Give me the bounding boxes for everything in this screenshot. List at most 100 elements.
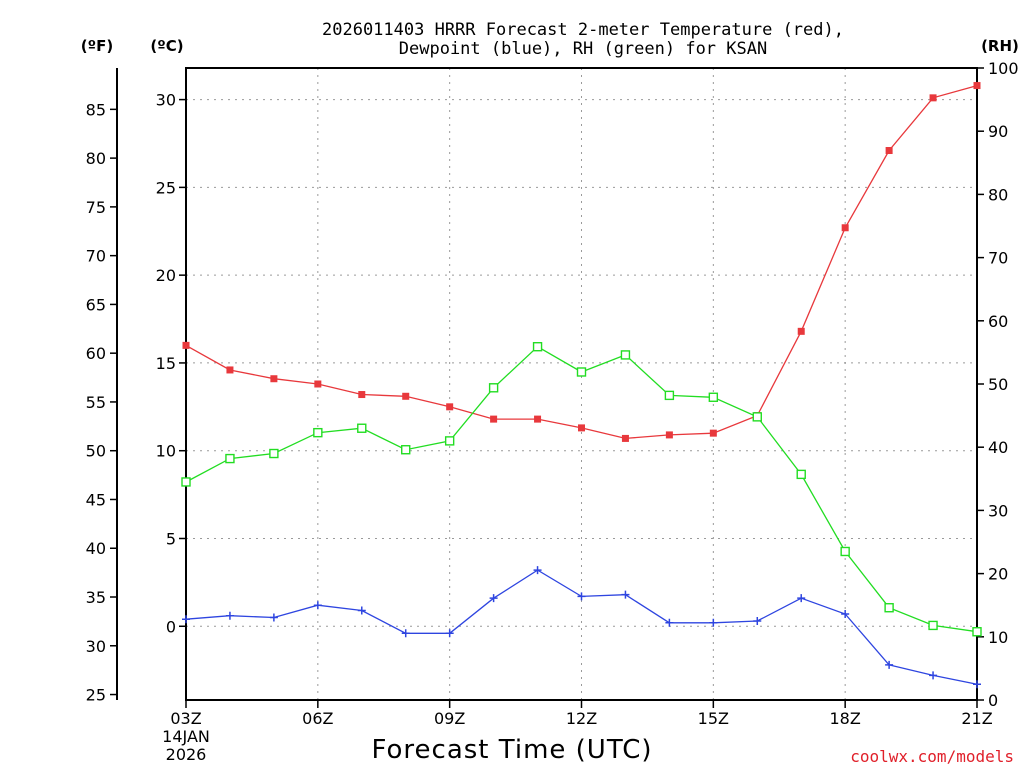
rh-point xyxy=(313,427,323,438)
dewpoint-point xyxy=(313,601,322,610)
rh-point xyxy=(444,436,455,446)
celsius-tick-label: 10 xyxy=(156,442,176,461)
celsius-tick-label: 30 xyxy=(156,91,176,110)
rh-point xyxy=(532,342,543,352)
rh-unit-label: (RH) xyxy=(981,37,1019,55)
rh-point xyxy=(752,412,762,422)
fahrenheit-tick-label: 35 xyxy=(86,588,106,607)
dewpoint-point xyxy=(533,566,542,575)
x-tick-label: 15Z xyxy=(698,709,729,728)
dewpoint-point xyxy=(929,671,938,680)
rh-point xyxy=(576,367,587,377)
watermark-text: coolwx.com/models xyxy=(850,747,1014,766)
rh-point xyxy=(488,383,499,393)
fahrenheit-tick-label: 65 xyxy=(86,295,106,314)
celsius-tick-label: 25 xyxy=(156,178,176,197)
rh-tick-label: 10 xyxy=(988,628,1008,647)
temperature-point xyxy=(534,415,542,423)
x-tick-label: 18Z xyxy=(830,709,861,728)
fahrenheit-tick-label: 85 xyxy=(86,100,106,119)
temperature-point xyxy=(841,224,849,232)
date-label-day: 14JAN xyxy=(162,727,210,746)
x-axis-title: Forecast Time (UTC) xyxy=(371,735,652,765)
rh-tick-label: 50 xyxy=(988,375,1008,394)
celsius-tick-label: 5 xyxy=(166,529,176,548)
x-tick-label: 09Z xyxy=(434,709,465,728)
celsius-unit-label: (ºC) xyxy=(150,37,183,55)
dewpoint-point xyxy=(797,594,806,603)
temperature-point xyxy=(402,392,410,400)
axes: 0 5 10 15 20 25 30 25 30 35 40 45 50 55 60 65 70 75 80 85 0 1… xyxy=(86,59,1019,728)
rh-tick-label: 90 xyxy=(988,122,1008,141)
rh-tick-label: 30 xyxy=(988,501,1008,520)
temperature-point xyxy=(929,94,937,102)
rh-tick-label: 70 xyxy=(988,249,1008,268)
temperature-point xyxy=(182,341,190,349)
fahrenheit-tick-label: 75 xyxy=(86,198,106,217)
temperature-point xyxy=(621,434,629,442)
dewpoint-point xyxy=(225,611,234,620)
data-series xyxy=(181,82,982,689)
dewpoint-point xyxy=(665,618,674,627)
rh-point xyxy=(972,627,982,637)
temperature-point xyxy=(665,431,673,439)
rh-point xyxy=(708,392,719,402)
x-tick-label: 06Z xyxy=(302,709,333,728)
fahrenheit-tick-label: 45 xyxy=(86,490,106,509)
chart-title-line-1: 2026011403 HRRR Forecast 2-meter Tempera… xyxy=(322,20,844,40)
temperature-point xyxy=(578,424,585,432)
temperature-point xyxy=(446,403,454,411)
rh-point xyxy=(796,469,806,480)
date-label-year: 2026 xyxy=(166,745,207,764)
temperature-point xyxy=(490,415,498,423)
temperature-point xyxy=(797,327,805,335)
rh-tick-label: 20 xyxy=(988,565,1008,584)
fahrenheit-tick-label: 55 xyxy=(86,393,106,412)
rh-point xyxy=(181,477,191,487)
x-tick-label: 21Z xyxy=(961,709,992,728)
dewpoint-point xyxy=(269,613,278,622)
temperature-point xyxy=(885,147,893,155)
celsius-tick-label: 20 xyxy=(156,266,176,285)
rh-point xyxy=(664,390,675,401)
rh-point xyxy=(225,453,235,464)
dewpoint-point xyxy=(973,680,981,689)
dewpoint-point xyxy=(885,660,894,669)
dewpoint-point xyxy=(841,609,850,618)
fahrenheit-tick-label: 60 xyxy=(86,344,106,363)
dewpoint-point xyxy=(709,618,718,627)
rh-tick-label: 0 xyxy=(988,691,998,710)
rh-point xyxy=(884,603,894,613)
dewpoint-point xyxy=(401,629,410,638)
temperature-point xyxy=(709,429,717,437)
chart-title-line-2: Dewpoint (blue), RH (green) for KSAN xyxy=(399,39,767,59)
rh-point xyxy=(269,448,279,459)
fahrenheit-unit-label: (ºF) xyxy=(81,37,113,55)
temperature-point xyxy=(226,366,234,374)
dewpoint-point xyxy=(182,615,190,624)
rh-tick-label: 80 xyxy=(988,185,1008,204)
celsius-tick-label: 0 xyxy=(166,617,176,636)
temperature-point xyxy=(358,391,366,399)
celsius-tick-label: 15 xyxy=(156,354,176,373)
grid-lines xyxy=(186,68,977,700)
rh-tick-label: 60 xyxy=(988,312,1008,331)
rh-point xyxy=(620,350,631,360)
dewpoint-point xyxy=(753,617,762,625)
dewpoint-point xyxy=(357,606,366,615)
dewpoint-point xyxy=(445,629,454,638)
fahrenheit-tick-label: 50 xyxy=(86,442,106,461)
fahrenheit-tick-label: 70 xyxy=(86,247,106,266)
fahrenheit-tick-label: 40 xyxy=(86,539,106,558)
chart-title: 2026011403 HRRR Forecast 2-meter Tempera… xyxy=(322,20,844,59)
rh-point xyxy=(357,423,367,433)
temperature-point xyxy=(270,375,278,383)
x-tick-label: 03Z xyxy=(170,709,201,728)
fahrenheit-tick-label: 80 xyxy=(86,149,106,168)
dewpoint-point xyxy=(577,592,586,601)
x-tick-label: 12Z xyxy=(566,709,597,728)
temperature-point xyxy=(973,82,981,90)
rh-point xyxy=(840,546,850,557)
fahrenheit-tick-label: 30 xyxy=(86,637,106,656)
